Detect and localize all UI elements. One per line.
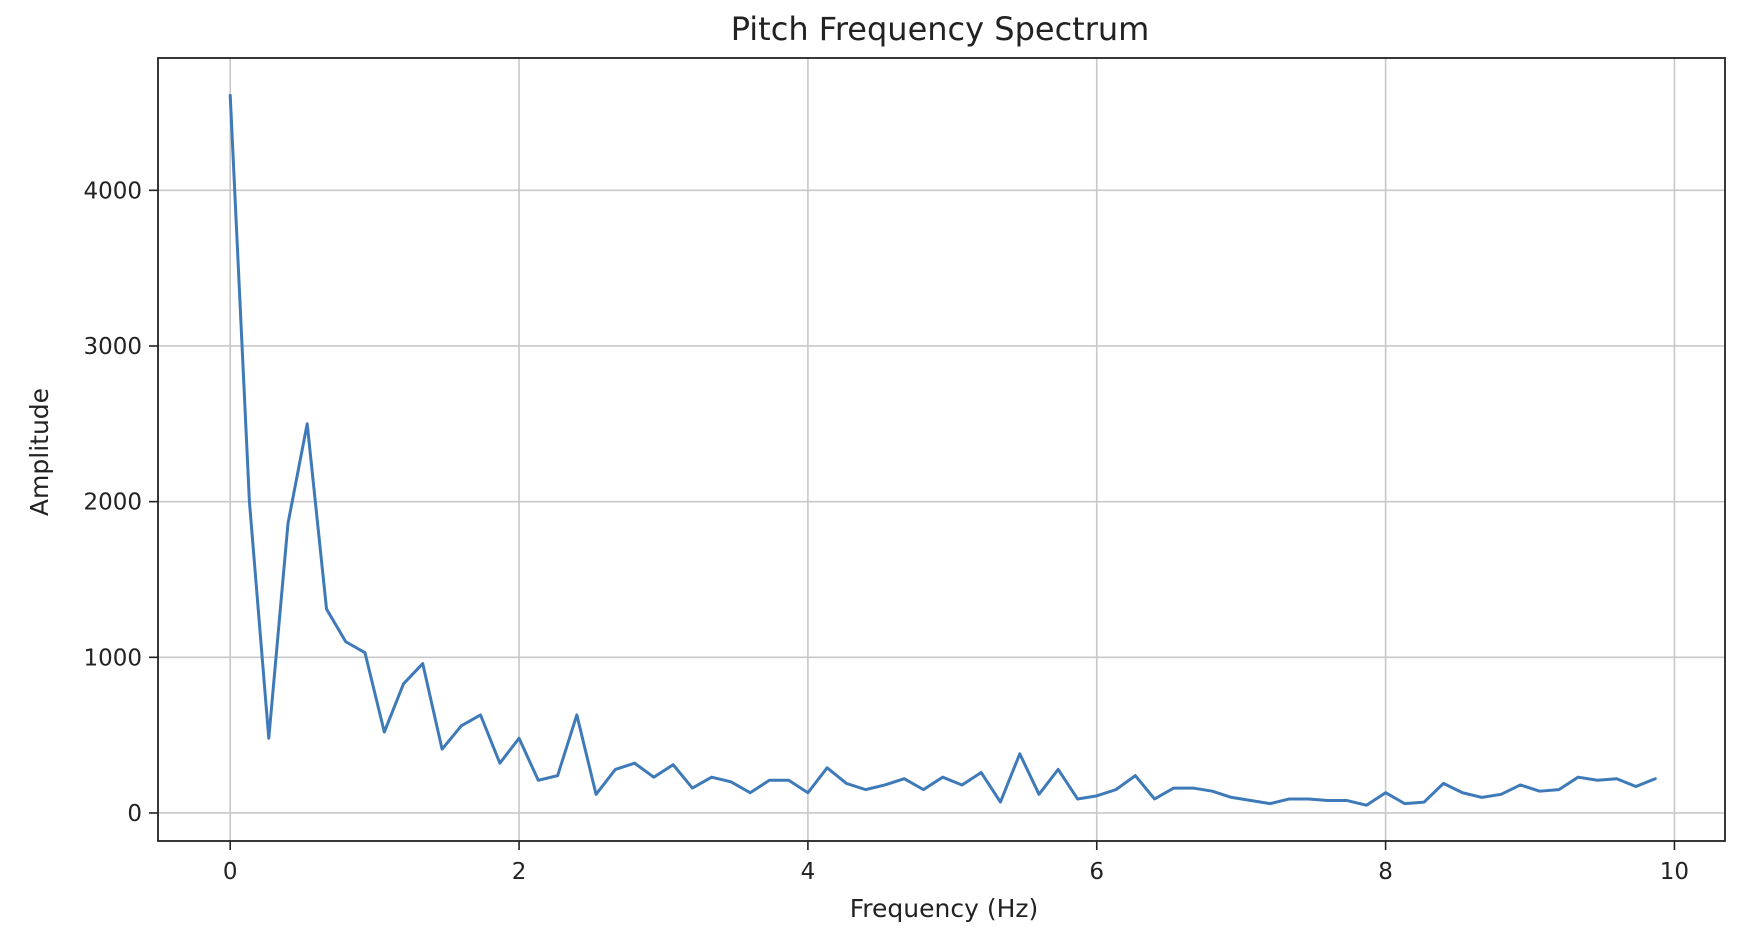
x-tick-label: 4 — [801, 859, 816, 885]
y-tick-label: 0 — [127, 801, 142, 827]
series-layer — [228, 93, 1657, 807]
x-tick-label: 6 — [1089, 859, 1104, 885]
y-tick-label: 1000 — [83, 645, 142, 671]
grid — [158, 58, 1725, 841]
x-axis-label: Frequency (Hz) — [850, 894, 1039, 923]
y-axis-label: Amplitude — [25, 388, 54, 516]
y-tick-label: 3000 — [83, 334, 142, 360]
axis-ticks: 0 2 4 6 8 10 0 1000 2000 3000 4000 — [83, 178, 1689, 885]
x-tick-label: 10 — [1660, 859, 1689, 885]
y-tick-label: 2000 — [83, 490, 142, 516]
spectrum-line — [228, 93, 1657, 807]
x-tick-label: 2 — [512, 859, 527, 885]
x-tick-label: 8 — [1378, 859, 1393, 885]
chart-title: Pitch Frequency Spectrum — [731, 10, 1150, 48]
x-tick-label: 0 — [223, 859, 238, 885]
y-tick-label: 4000 — [83, 178, 142, 204]
plot-frame — [157, 57, 1726, 842]
